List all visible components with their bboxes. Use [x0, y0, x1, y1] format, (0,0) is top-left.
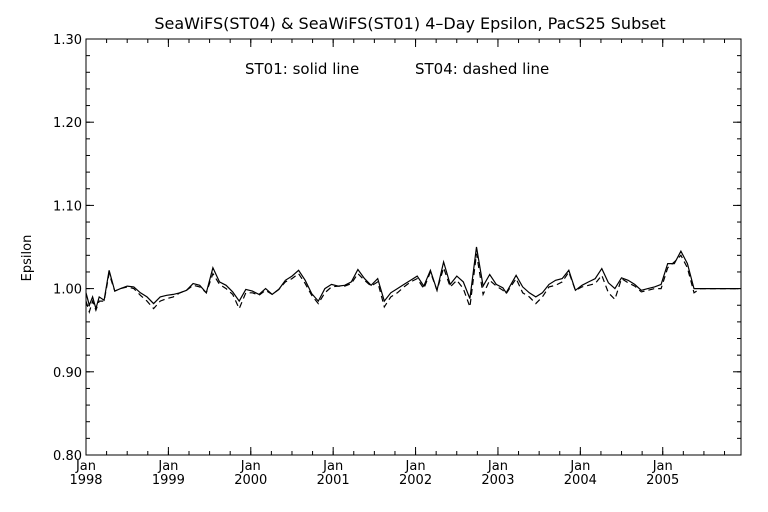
series-st04-dashed-line	[85, 253, 739, 314]
chart-title: SeaWiFS(ST04) & SeaWiFS(ST01) 4–Day Epsi…	[154, 14, 665, 33]
series-st01-solid-line	[85, 246, 739, 311]
y-tick-label: 0.90	[53, 366, 82, 381]
x-tick-year: 2003	[481, 473, 514, 488]
y-tick-label: 1.00	[53, 283, 82, 298]
y-tick-label: 1.20	[53, 116, 82, 131]
x-tick-year: 2002	[399, 473, 432, 488]
y-axis-label: Epsilon	[20, 235, 35, 282]
x-tick-year: 2005	[646, 473, 679, 488]
y-tick-label: 1.10	[53, 199, 82, 214]
x-tick-month: Jan	[157, 459, 178, 474]
series-lines	[85, 246, 739, 314]
x-tick-year: 2000	[234, 473, 267, 488]
annotation-solid: ST01: solid line	[245, 60, 359, 78]
plot-frame	[85, 38, 742, 456]
x-tick-year: 1999	[152, 473, 185, 488]
x-tick-year: 1998	[69, 473, 102, 488]
x-tick-month: Jan	[652, 459, 673, 474]
annotation-dashed: ST04: dashed line	[415, 60, 549, 78]
axis-ticks: 0.800.901.001.101.201.30Jan1998Jan1999Ja…	[53, 33, 741, 488]
y-tick-label: 1.30	[53, 33, 82, 48]
x-tick-month: Jan	[240, 459, 261, 474]
x-tick-year: 2001	[317, 473, 350, 488]
x-tick-month: Jan	[487, 459, 508, 474]
x-tick-month: Jan	[322, 459, 343, 474]
x-tick-month: Jan	[75, 459, 96, 474]
x-tick-year: 2004	[564, 473, 597, 488]
x-tick-month: Jan	[569, 459, 590, 474]
x-tick-month: Jan	[405, 459, 426, 474]
y-tick-label: 0.80	[53, 449, 82, 464]
